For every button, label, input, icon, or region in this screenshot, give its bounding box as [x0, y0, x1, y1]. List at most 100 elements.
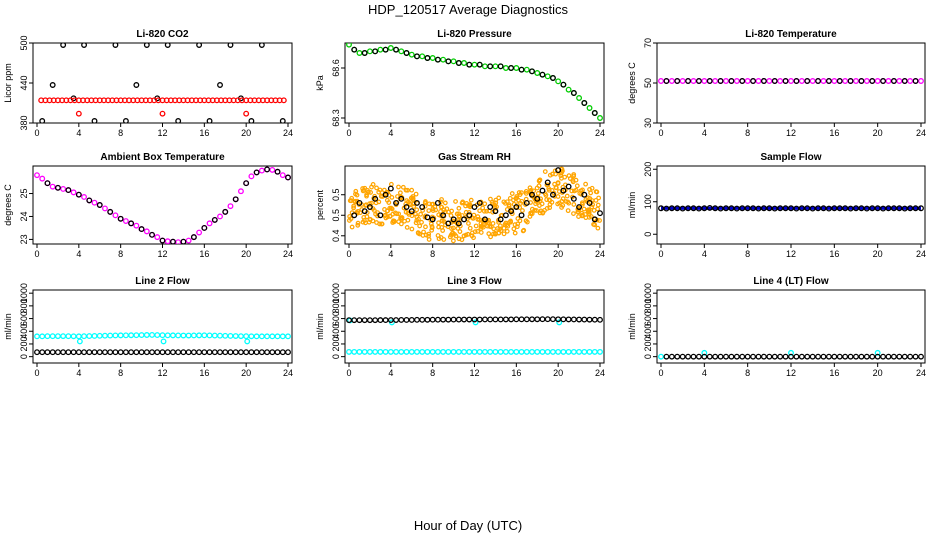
data-point [750, 353, 757, 360]
data-point [429, 216, 436, 223]
data-point [750, 205, 757, 212]
x-tick-label: 24 [916, 128, 926, 138]
data-point [39, 333, 46, 340]
data-point [537, 203, 542, 208]
data-point [439, 197, 444, 202]
data-point [723, 205, 729, 212]
panel-1: Li-820 CO2 0 4 8 12 16 20 24 380 440 500 Licor ppm [3, 29, 293, 138]
data-point [420, 208, 426, 213]
data-point [138, 349, 145, 356]
data-point [39, 118, 46, 123]
x-tick-label: 12 [157, 368, 167, 378]
data-point [410, 194, 416, 199]
data-point [379, 221, 384, 227]
data-point [825, 205, 832, 212]
data-point [396, 184, 401, 190]
data-point [466, 221, 471, 226]
x-tick-label: 0 [34, 368, 39, 378]
data-point [793, 353, 800, 360]
data-point [419, 219, 424, 225]
data-point [523, 199, 530, 206]
data-point [461, 60, 467, 66]
data-point [907, 205, 914, 212]
panel-title: Li-820 Pressure [437, 29, 512, 40]
data-point [434, 199, 441, 206]
data-point [450, 316, 457, 323]
data-point [75, 333, 82, 340]
data-point [549, 191, 556, 198]
data-point [133, 82, 140, 88]
y-tick-label: 600 [331, 311, 341, 326]
data-point [595, 202, 601, 208]
data-point [164, 332, 171, 339]
data-point [456, 213, 462, 219]
data-point [744, 353, 751, 360]
data-point [258, 333, 265, 340]
data-point [450, 225, 456, 231]
data-point [429, 225, 435, 231]
data-point [455, 226, 461, 231]
data-point [570, 316, 577, 323]
data-point [597, 218, 602, 223]
data-point [201, 224, 208, 231]
data-point [755, 353, 762, 360]
data-point [771, 205, 778, 212]
data-point [60, 43, 67, 48]
data-point [885, 78, 892, 84]
data-point [831, 205, 838, 212]
data-point [858, 205, 865, 212]
data-point [706, 204, 713, 211]
data-point [519, 190, 524, 195]
data-point [582, 212, 588, 217]
data-point [448, 213, 454, 219]
data-point [244, 338, 251, 345]
x-tick-label: 4 [702, 368, 707, 378]
data-point [403, 50, 410, 56]
data-point [81, 333, 88, 340]
data-point [175, 332, 182, 339]
data-point [576, 316, 583, 323]
data-point [117, 215, 124, 222]
data-point [685, 205, 692, 212]
data-point [591, 316, 598, 323]
data-point [232, 349, 239, 356]
data-point [513, 204, 520, 211]
data-point [555, 167, 562, 174]
y-axis-label: Licor ppm [3, 63, 13, 103]
data-point [537, 210, 543, 216]
data-point [159, 332, 166, 339]
data-point [414, 348, 420, 355]
data-point [429, 316, 436, 323]
data-point [706, 78, 713, 84]
data-point [447, 234, 453, 240]
data-point [377, 221, 383, 227]
data-point [825, 353, 832, 360]
data-point [579, 200, 585, 206]
data-point [509, 191, 515, 196]
data-point [482, 216, 488, 223]
data-point [366, 348, 373, 355]
x-tick-label: 8 [430, 128, 435, 138]
data-point [658, 353, 664, 360]
data-point [91, 333, 98, 339]
y-tick-label: 440 [19, 75, 29, 90]
data-point [663, 78, 670, 84]
x-tick-label: 4 [388, 128, 393, 138]
data-point [421, 229, 426, 235]
data-point [436, 220, 441, 226]
data-point [81, 349, 88, 356]
data-point [175, 118, 182, 123]
data-point [133, 332, 140, 339]
y-tick-label: 0 [19, 354, 29, 359]
data-point [874, 78, 881, 84]
x-tick-label: 4 [76, 128, 81, 138]
data-point [351, 203, 357, 209]
y-tick-label: 100 [643, 194, 653, 209]
data-point [580, 187, 585, 193]
data-point [400, 184, 406, 190]
panel-title: Gas Stream RH [438, 152, 511, 163]
data-point [547, 197, 553, 203]
data-point [695, 78, 702, 84]
data-point [492, 63, 499, 70]
data-point [695, 205, 702, 212]
